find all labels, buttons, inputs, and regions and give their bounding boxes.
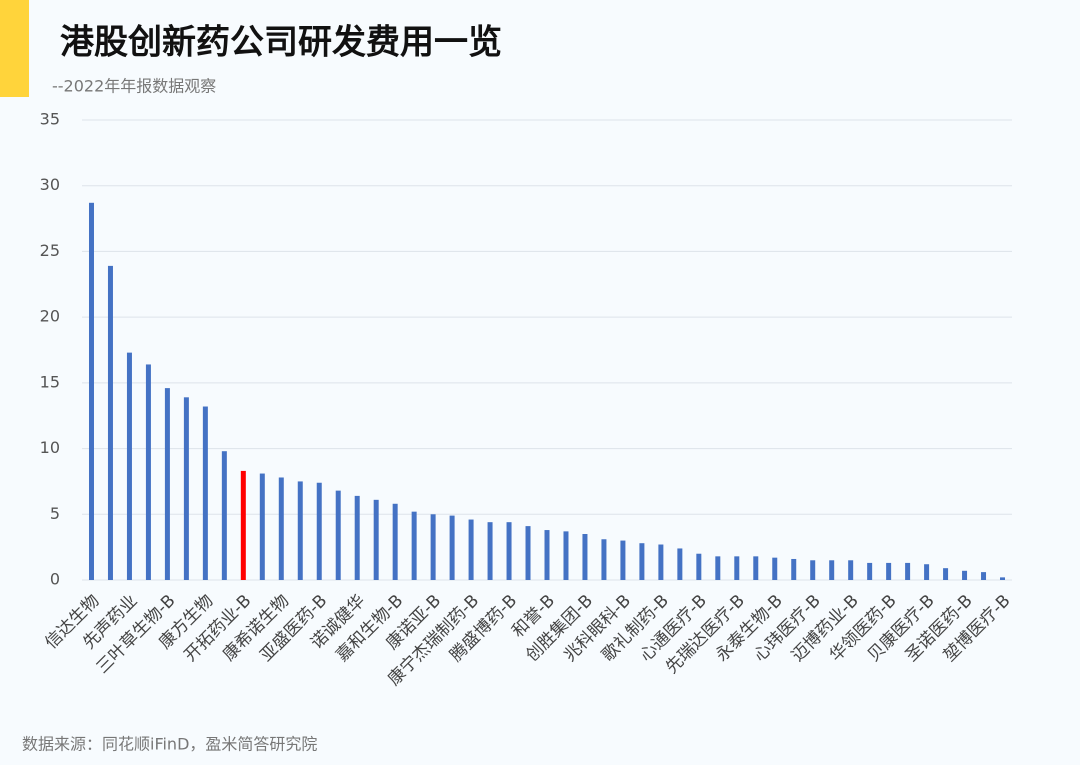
bar [772, 557, 778, 580]
bar [943, 568, 949, 580]
bar [506, 522, 512, 580]
bar [563, 531, 569, 580]
bar [696, 553, 702, 580]
bar [468, 519, 474, 580]
y-tick-label: 5 [50, 504, 60, 523]
bar [810, 560, 816, 580]
bar [164, 388, 170, 580]
bar [392, 503, 398, 580]
bar [278, 477, 284, 580]
bar [848, 560, 854, 580]
bar [259, 473, 265, 580]
bar [905, 562, 911, 580]
bar [715, 556, 721, 580]
bar [240, 470, 246, 580]
bar [620, 540, 626, 580]
bar [886, 562, 892, 580]
bar [791, 558, 797, 580]
bar [582, 534, 588, 580]
bar [316, 482, 322, 580]
bar [354, 495, 360, 580]
bar [430, 514, 436, 580]
bar [658, 544, 664, 580]
accent-bar [0, 0, 29, 97]
bar [487, 522, 493, 580]
y-tick-label: 15 [40, 372, 60, 391]
y-tick-label: 25 [40, 241, 60, 260]
bar [221, 451, 227, 580]
bar [924, 564, 930, 580]
y-tick-label: 0 [50, 570, 60, 589]
y-tick-label: 10 [40, 438, 60, 457]
bar [297, 481, 303, 580]
bar [107, 265, 113, 580]
bar [601, 539, 607, 580]
bar [1000, 577, 1006, 580]
bar [145, 364, 151, 580]
bar [88, 202, 94, 581]
bar [373, 499, 379, 580]
bar [202, 406, 208, 580]
bar [753, 556, 759, 580]
bar [962, 570, 968, 580]
bar [335, 490, 341, 580]
bar [544, 530, 550, 580]
bar [867, 562, 873, 580]
bar [449, 515, 455, 580]
y-tick-label: 20 [40, 307, 60, 326]
bar [829, 560, 835, 580]
chart-title: 港股创新药公司研发费用一览 [60, 23, 502, 63]
y-tick-label: 30 [40, 175, 60, 194]
bar [981, 572, 987, 580]
bar [183, 397, 189, 580]
bar [677, 548, 683, 580]
bar [525, 526, 531, 580]
y-tick-label: 35 [40, 110, 60, 129]
bar [734, 556, 740, 580]
bar [639, 543, 645, 580]
bar [411, 511, 417, 580]
source: 数据来源：同花顺iFinD，盈米简答研究院 [22, 735, 317, 754]
bar [126, 352, 132, 580]
subtitle: --2022年年报数据观察 [52, 77, 216, 96]
